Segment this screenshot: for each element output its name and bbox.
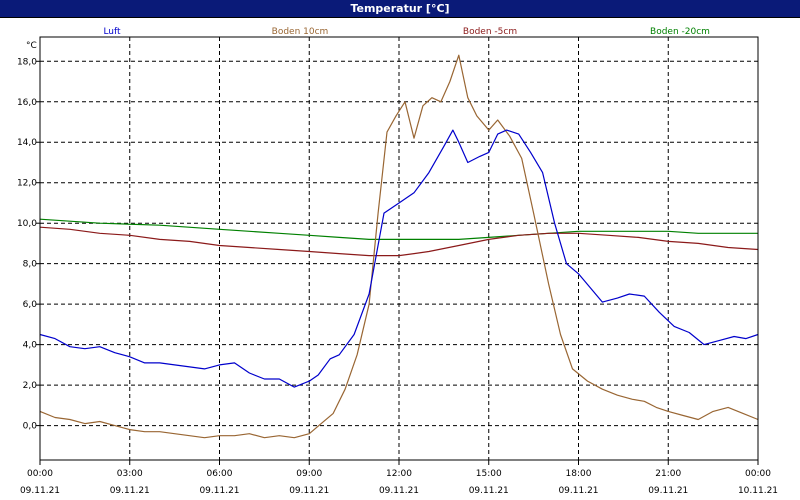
ytick-label: 6,0 xyxy=(23,300,38,310)
xtick-date-label: 09.11.21 xyxy=(199,486,239,496)
xtick-time-label: 06:00 xyxy=(207,469,233,479)
legend-entry-boden-5cm: Boden -5cm xyxy=(463,27,517,37)
xtick-date-label: 09.11.21 xyxy=(20,486,60,496)
xtick-date-label: 09.11.21 xyxy=(289,486,329,496)
series-lines xyxy=(39,54,759,439)
xtick-date-label: 09.11.21 xyxy=(648,486,688,496)
xtick-time-label: 12:00 xyxy=(386,469,412,479)
xtick-time-label: 09:00 xyxy=(296,469,322,479)
xtick-date-label: 10.11.21 xyxy=(738,486,778,496)
ytick-label: 12,0 xyxy=(17,179,37,189)
xtick-date-label: 09.11.21 xyxy=(558,486,598,496)
xtick-time-label: 00:00 xyxy=(745,469,771,479)
ytick-label: 8,0 xyxy=(23,260,38,270)
xtick-time-label: 15:00 xyxy=(476,469,502,479)
legend: Luft Boden 10cm Boden -5cm Boden -20cm xyxy=(103,27,710,37)
legend-entry-boden-10cm: Boden 10cm xyxy=(272,27,329,37)
legend-entry-luft: Luft xyxy=(103,27,121,37)
axes: 0,0 2,0 4,0 6,0 8,0 10,0 12,0 14,0 16,0 18,0 °C 00:… xyxy=(17,36,778,496)
plot-border xyxy=(39,36,759,461)
series-line-boden-20cm xyxy=(39,218,758,240)
chart-title: Temperatur [°C] xyxy=(0,0,800,18)
xtick-date-label: 09.11.21 xyxy=(110,486,150,496)
series-line-luft xyxy=(39,129,759,388)
legend-entry-boden-20cm: Boden -20cm xyxy=(650,27,710,37)
ytick-label: 0,0 xyxy=(23,422,38,432)
ytick-label: 16,0 xyxy=(17,98,37,108)
xtick-date-label: 09.11.21 xyxy=(379,486,419,496)
y-axis-label: °C xyxy=(26,41,37,51)
ytick-label: 4,0 xyxy=(23,341,38,351)
ytick-label: 2,0 xyxy=(23,381,38,391)
series-line-boden-5cm xyxy=(39,226,759,257)
xtick-date-label: 09.11.21 xyxy=(469,486,509,496)
xtick-time-label: 03:00 xyxy=(117,469,143,479)
ytick-label: 18,0 xyxy=(17,57,37,67)
ytick-label: 10,0 xyxy=(17,219,37,229)
xtick-time-label: 00:00 xyxy=(27,469,53,479)
xtick-time-label: 18:00 xyxy=(566,469,592,479)
xtick-time-label: 21:00 xyxy=(655,469,681,479)
grid xyxy=(40,37,758,460)
series-line-boden-10cm xyxy=(39,54,759,439)
ytick-label: 14,0 xyxy=(17,138,37,148)
